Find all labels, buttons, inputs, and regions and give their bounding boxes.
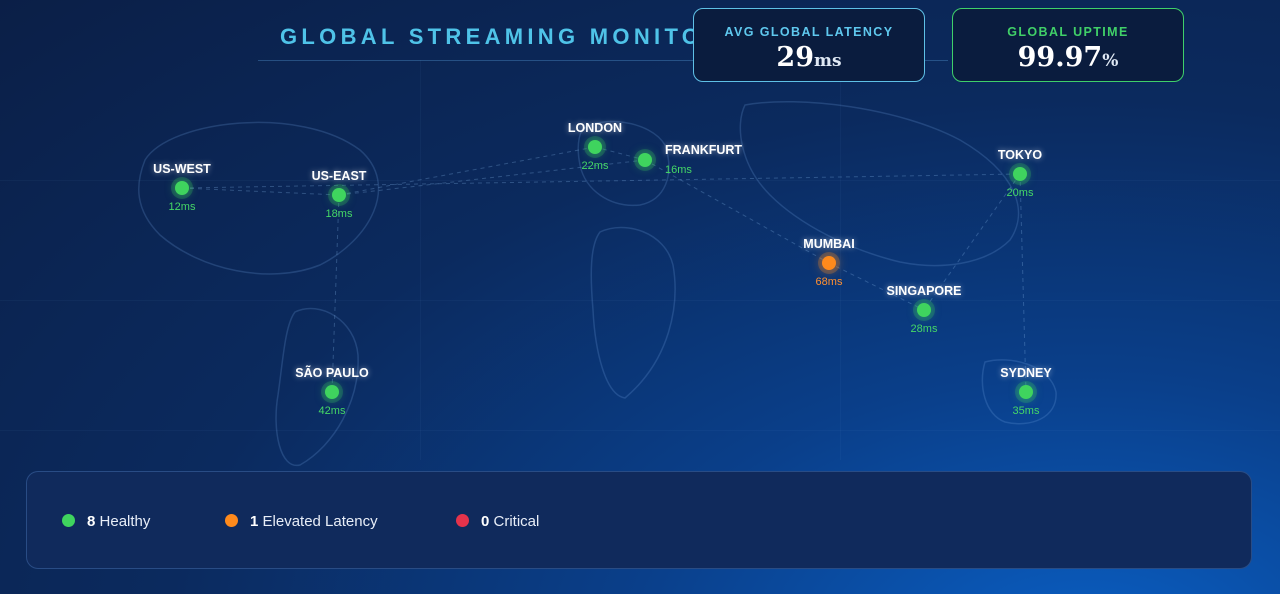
status-dot-healthy[interactable] [175,181,189,195]
node-name: US-WEST [153,162,211,176]
status-dot-elevated[interactable] [822,256,836,270]
avg-latency-value: 29ms [694,42,924,73]
node-latency: 12ms [168,201,196,213]
legend-elevated-label: Elevated Latency [262,513,378,530]
grid-line [0,300,1280,301]
status-dot-healthy[interactable] [917,303,931,317]
node-name: LONDON [567,121,623,135]
global-uptime-unit: % [1102,51,1119,71]
avg-latency-card: AVG GLOBAL LATENCY 29ms [693,8,925,82]
link-uswest-tokyo [181,173,1021,189]
link-useast-frankfurt [338,159,646,196]
legend-elevated-count: 1 [250,513,259,530]
link-london-frankfurt [594,146,646,161]
legend-critical-label: Critical [493,513,540,530]
node-name: FRANKFURT [665,143,743,157]
link-useast-saopaulo [331,194,340,393]
legend-critical: 0 Critical [456,513,539,530]
elevated-dot-icon [225,514,238,527]
avg-latency-number: 29 [776,42,814,73]
node-latency: 22ms [581,160,609,172]
node-latency: 42ms [318,405,346,417]
global-uptime-value: 99.97% [953,42,1183,73]
status-dot-healthy[interactable] [1013,167,1027,181]
healthy-dot-icon [62,514,75,527]
node-latency: 28ms [910,323,938,335]
grid-line [0,430,1280,431]
node-name: TOKYO [997,148,1043,162]
link-tokyo-sydney [1019,173,1027,393]
node-name: SYDNEY [1000,366,1052,380]
node-latency: 16ms [665,164,692,176]
status-dot-healthy[interactable] [332,188,346,202]
critical-dot-icon [456,514,469,527]
legend-healthy-label: Healthy [99,513,151,530]
node-name: US-EAST [311,169,367,183]
node-latency: 20ms [1006,187,1034,199]
status-legend: 8 Healthy 1 Elevated Latency 0 Critical [26,471,1252,569]
legend-critical-count: 0 [481,513,490,530]
legend-elevated: 1 Elevated Latency [225,513,378,530]
grid-line [0,180,1280,181]
continent-africa [590,226,676,399]
continent-asia [739,100,1020,267]
status-dot-healthy[interactable] [588,140,602,154]
global-uptime-card: GLOBAL UPTIME 99.97% [952,8,1184,82]
link-frankfurt-mumbai [644,159,830,264]
continent-south-america [275,307,359,466]
link-mumbai-singapore [828,262,925,311]
avg-latency-label: AVG GLOBAL LATENCY [724,25,894,39]
global-uptime-number: 99.97 [1017,42,1103,73]
status-dot-healthy[interactable] [325,385,339,399]
continent-north-america [138,121,380,275]
node-name: SINGAPORE [886,284,962,298]
link-useast-london [338,146,596,196]
grid-line [840,60,841,460]
link-tokyo-singapore [923,173,1021,311]
legend-healthy-count: 8 [87,513,96,530]
legend-healthy: 8 Healthy [62,513,150,530]
global-uptime-label: GLOBAL UPTIME [1007,25,1129,39]
continent-europe [577,120,670,207]
status-dot-healthy[interactable] [638,153,652,167]
node-latency: 35ms [1012,405,1040,417]
node-name: MUMBAI [803,237,855,251]
link-uswest-useast [181,187,340,196]
page-title: GLOBAL STREAMING MONITOR [280,24,724,49]
avg-latency-unit: ms [814,51,842,71]
continent-australia [981,359,1057,425]
node-latency: 18ms [325,208,353,220]
grid-line [420,60,421,460]
node-latency: 68ms [815,276,843,288]
title-divider [258,60,948,61]
node-name: SÃO PAULO [295,366,369,380]
status-dot-healthy[interactable] [1019,385,1033,399]
